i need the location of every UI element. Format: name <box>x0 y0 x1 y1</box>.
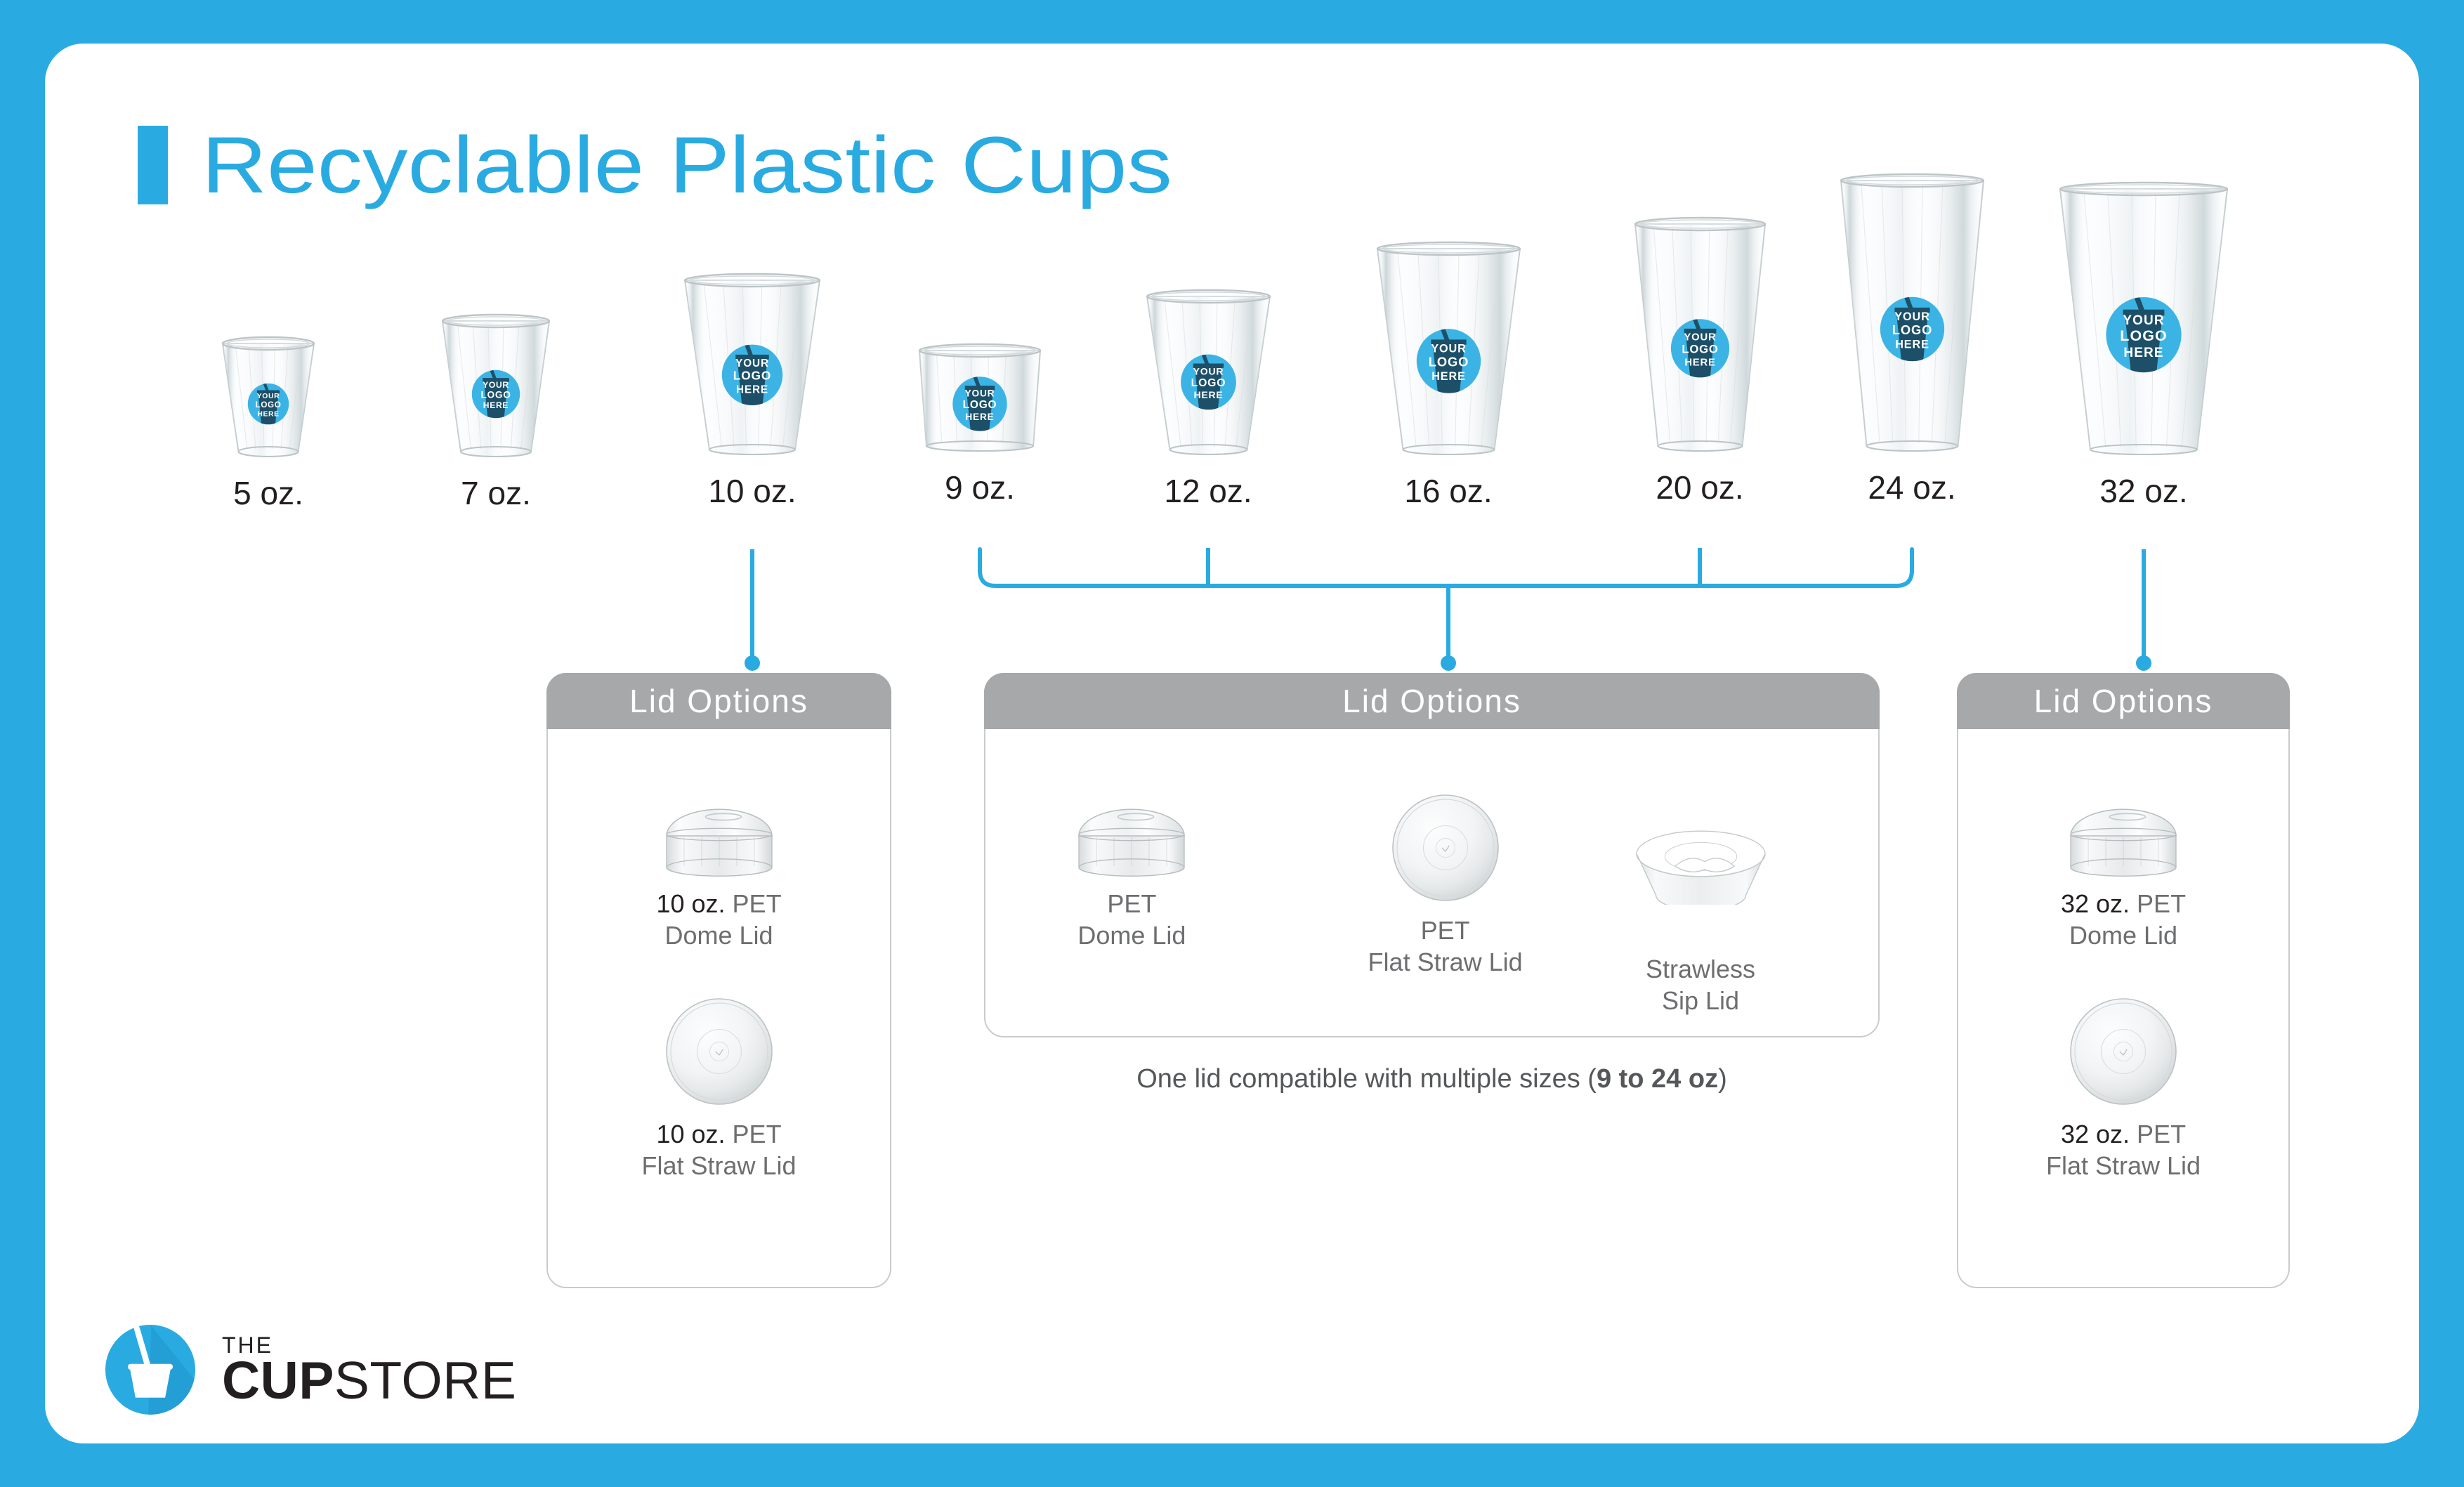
svg-text:YOUR: YOUR <box>1894 310 1929 323</box>
svg-text:YOUR: YOUR <box>1193 365 1224 376</box>
svg-text:LOGO: LOGO <box>2120 327 2167 344</box>
svg-text:YOUR: YOUR <box>1684 332 1716 343</box>
svg-text:LOGO: LOGO <box>480 390 511 400</box>
svg-text:HERE: HERE <box>257 410 279 418</box>
svg-text:LOGO: LOGO <box>733 369 771 383</box>
svg-text:HERE: HERE <box>483 400 509 410</box>
svg-text:HERE: HERE <box>1895 339 1929 351</box>
svg-text:YOUR: YOUR <box>735 358 769 369</box>
svg-text:HERE: HERE <box>1431 370 1466 383</box>
svg-text:YOUR: YOUR <box>2123 313 2164 328</box>
svg-text:LOGO: LOGO <box>1428 354 1468 369</box>
svg-text:HERE: HERE <box>965 412 994 422</box>
svg-text:LOGO: LOGO <box>1892 322 1932 337</box>
svg-text:HERE: HERE <box>2123 346 2163 360</box>
svg-text:LOGO: LOGO <box>1682 343 1718 356</box>
svg-text:YOUR: YOUR <box>965 388 995 399</box>
svg-text:HERE: HERE <box>1684 357 1715 368</box>
svg-text:YOUR: YOUR <box>483 380 509 390</box>
svg-text:HERE: HERE <box>736 384 768 395</box>
svg-text:YOUR: YOUR <box>257 393 280 400</box>
svg-text:HERE: HERE <box>1193 389 1223 400</box>
svg-text:LOGO: LOGO <box>963 399 997 411</box>
svg-text:YOUR: YOUR <box>1431 343 1466 355</box>
svg-text:LOGO: LOGO <box>1191 377 1226 389</box>
svg-text:LOGO: LOGO <box>256 400 282 410</box>
